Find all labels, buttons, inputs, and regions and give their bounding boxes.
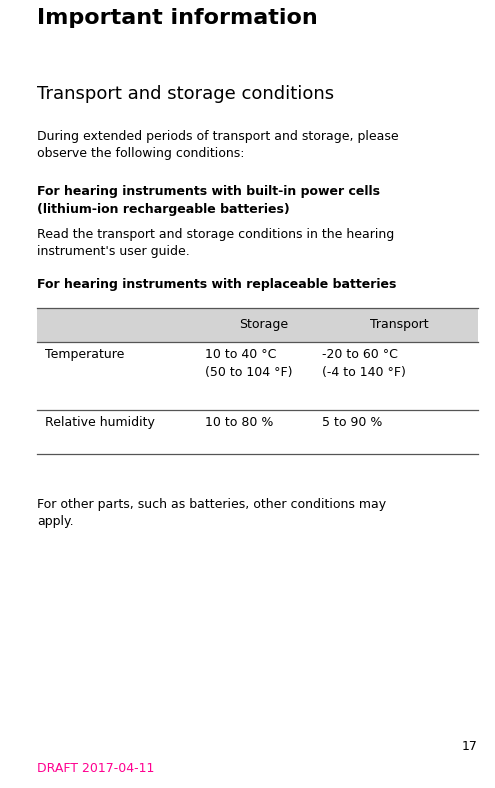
Text: Read the transport and storage conditions in the hearing
instrument's user guide: Read the transport and storage condition… — [37, 228, 395, 258]
Text: Transport: Transport — [370, 318, 429, 332]
Bar — [37, 308, 478, 342]
Text: For hearing instruments with built-in power cells
(lithium-ion rechargeable batt: For hearing instruments with built-in po… — [37, 185, 380, 215]
Text: Storage: Storage — [239, 318, 288, 332]
Text: For other parts, such as batteries, other conditions may
apply.: For other parts, such as batteries, othe… — [37, 498, 386, 529]
Text: 5 to 90 %: 5 to 90 % — [322, 416, 382, 429]
Text: 10 to 40 °C
(50 to 104 °F): 10 to 40 °C (50 to 104 °F) — [205, 348, 293, 379]
Text: Temperature: Temperature — [45, 348, 124, 362]
Text: Important information: Important information — [37, 8, 318, 28]
Text: During extended periods of transport and storage, please
observe the following c: During extended periods of transport and… — [37, 130, 399, 161]
Text: 17: 17 — [462, 740, 478, 753]
Text: Transport and storage conditions: Transport and storage conditions — [37, 85, 334, 103]
Text: Relative humidity: Relative humidity — [45, 416, 154, 429]
Text: -20 to 60 °C
(-4 to 140 °F): -20 to 60 °C (-4 to 140 °F) — [322, 348, 405, 379]
Text: 10 to 80 %: 10 to 80 % — [205, 416, 274, 429]
Text: DRAFT 2017-04-11: DRAFT 2017-04-11 — [37, 762, 154, 775]
Text: For hearing instruments with replaceable batteries: For hearing instruments with replaceable… — [37, 278, 396, 291]
